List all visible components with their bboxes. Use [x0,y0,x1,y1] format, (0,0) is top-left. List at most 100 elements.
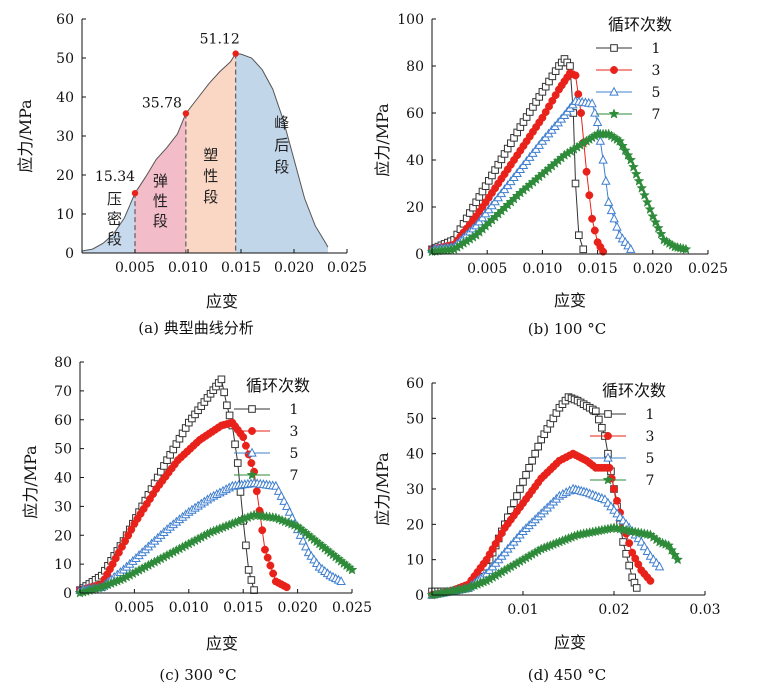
series-point [654,561,665,571]
legend-swatch-marker [604,432,612,440]
series-point [614,135,626,146]
series-7 [426,128,692,257]
series-point [630,168,642,179]
panel-caption: (b) 100 °C [528,320,606,338]
legend-label-1: 1 [652,41,661,57]
series-point [650,216,661,227]
series-point [577,109,585,117]
series-point [625,561,633,570]
series-3 [76,418,291,595]
series-point [336,576,346,586]
series-point [663,539,674,551]
legend-title: 循环次数 [602,381,666,400]
legend-label-1: 1 [646,407,655,423]
series-point [217,375,226,384]
legend-label-5: 5 [652,85,661,101]
y-tick-label: 30 [56,129,74,145]
series-point [225,411,234,420]
x-tick-label: 0.03 [689,602,720,618]
y-tick-label: 10 [56,207,74,223]
legend: 循环次数 1 3 5 7 [596,15,672,123]
key-point-label-0: 15.34 [95,169,135,185]
series-point [231,440,239,449]
x-tick-label: 0.020 [274,260,314,276]
region-3 [235,53,328,253]
series-point [639,541,650,551]
series-point [672,553,684,565]
series-point [655,228,667,239]
series-point [609,213,619,223]
series-5 [75,477,346,594]
series-point [598,154,608,164]
legend-label-3: 3 [290,424,299,440]
series-point [571,179,580,188]
legend: 循环次数 1 3 5 7 [234,376,310,484]
chart-panel-b: 循环次数 1 3 5 7 0.005 0.010 0.015 0.020 0.025 0 20 40 60… [373,12,728,338]
key-point-0 [131,189,139,197]
x-tick-label: 0.015 [578,261,618,277]
series-point [236,488,245,496]
y-axis-title: 应力/MPa [16,99,35,173]
region-label-char: 峰 [274,114,289,132]
series-point [595,135,606,145]
x-tick-label: 0.005 [467,261,507,277]
legend-title: 循环次数 [246,376,310,395]
series-point [244,566,253,574]
key-point-2 [232,50,239,57]
legend-swatch-marker [602,474,614,485]
y-axis-title-text: 应力/MPa [373,452,392,526]
region-label-2: 塑性段 [203,146,218,206]
series-point [223,401,231,410]
series-point [669,549,681,560]
legend-label-3: 3 [652,63,661,79]
series-point [298,535,308,545]
panel-caption: (c) 300 °C [159,666,236,684]
region-label-char: 性 [203,167,218,185]
series-point [516,485,524,493]
series-point [510,499,518,507]
region-label-0: 压密段 [107,190,122,248]
x-axis-title: 应变 [554,291,586,310]
y-tick-label: 10 [406,553,424,569]
x-tick-label: 0.01 [507,602,538,618]
series-point [241,441,250,450]
key-point-label-2: 51.12 [200,32,240,48]
series-point [592,117,603,126]
region-2 [185,53,236,253]
legend-swatch-marker [248,427,256,435]
region-label-char: 压 [107,190,122,208]
series-point [595,415,603,424]
y-tick-label: 20 [56,168,74,184]
y-tick-label: 80 [406,59,424,75]
series-point [646,576,655,585]
y-tick-label: 50 [406,411,424,427]
series-point [250,586,258,594]
series-point [625,539,634,548]
y-tick-label: 10 [54,557,72,573]
series-point [346,564,358,575]
series-point [622,149,634,160]
series-point [571,71,580,80]
series-point [592,407,600,416]
series-point [606,205,617,215]
series-point [652,222,664,233]
y-axis-title: 应力/MPa [21,445,40,519]
y-tick-label: 0 [415,247,424,263]
series-point [639,189,650,200]
legend-swatch-marker [248,405,256,413]
y-axis-title: 应力/MPa [373,452,392,526]
region-label-char: 段 [107,230,122,248]
series-point [666,544,678,555]
x-tick-label: 0.020 [633,261,673,277]
series-point [575,231,583,239]
series-7 [426,522,684,600]
series-point [641,196,653,207]
y-tick-label: 60 [406,376,424,392]
region-label-3: 峰后段 [274,114,289,176]
series-point [261,545,269,554]
region-label-1: 弹性段 [153,172,168,230]
region-label-char: 性 [153,192,168,210]
series-line-1 [79,378,255,591]
legend-label-7: 7 [290,468,299,484]
series-line-1 [432,396,638,592]
